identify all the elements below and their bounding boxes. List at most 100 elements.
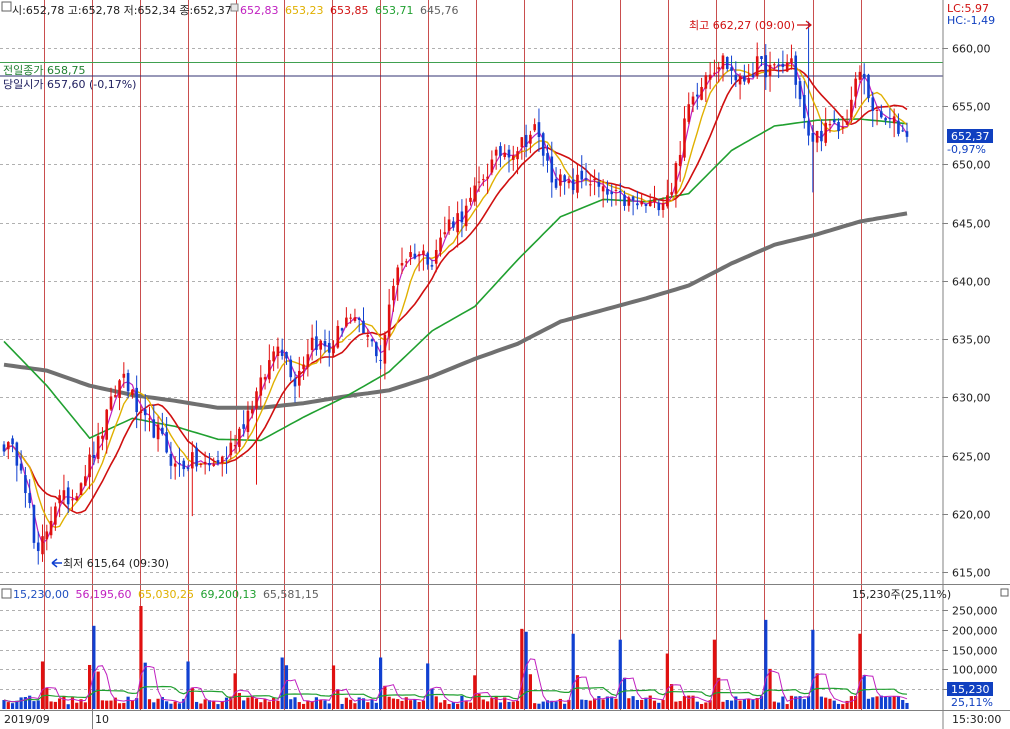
candle[interactable] bbox=[447, 206, 451, 235]
candle[interactable] bbox=[888, 108, 892, 129]
volume-bar[interactable] bbox=[139, 606, 143, 709]
volume-bar[interactable] bbox=[177, 703, 182, 709]
volume-bar[interactable] bbox=[216, 704, 220, 709]
volume-bar[interactable] bbox=[605, 696, 610, 709]
volume-bar[interactable] bbox=[165, 701, 169, 709]
volume-bar[interactable] bbox=[199, 703, 203, 709]
volume-bar[interactable] bbox=[233, 673, 237, 709]
candle[interactable] bbox=[417, 251, 421, 272]
candle[interactable] bbox=[84, 464, 87, 487]
volume-bar[interactable] bbox=[682, 696, 687, 709]
candle[interactable] bbox=[113, 385, 117, 398]
candle[interactable] bbox=[559, 168, 562, 197]
volume-bar[interactable] bbox=[53, 701, 57, 709]
candle[interactable] bbox=[101, 427, 104, 451]
volume-bar[interactable] bbox=[272, 697, 276, 709]
candle[interactable] bbox=[678, 141, 682, 182]
candle[interactable] bbox=[96, 422, 100, 464]
volume-bar[interactable] bbox=[597, 696, 601, 709]
candle[interactable] bbox=[768, 51, 772, 92]
volume-bar[interactable] bbox=[113, 697, 117, 709]
candle[interactable] bbox=[589, 174, 592, 197]
volume-bar[interactable] bbox=[135, 698, 139, 709]
volume-bar[interactable] bbox=[194, 701, 199, 709]
candle[interactable] bbox=[263, 373, 267, 390]
candle[interactable] bbox=[794, 51, 798, 99]
volume-bar[interactable] bbox=[186, 661, 190, 709]
volume-bar[interactable] bbox=[580, 699, 584, 709]
volume-bar[interactable] bbox=[306, 700, 310, 709]
volume-bar[interactable] bbox=[451, 702, 455, 709]
volume-bar[interactable] bbox=[173, 701, 177, 709]
volume-bar[interactable] bbox=[503, 697, 507, 709]
candle[interactable] bbox=[280, 338, 284, 360]
candle[interactable] bbox=[143, 393, 147, 432]
volume-bar[interactable] bbox=[725, 700, 729, 709]
volume-bar[interactable] bbox=[712, 639, 717, 709]
volume-bar[interactable] bbox=[370, 699, 374, 709]
volume-bar[interactable] bbox=[537, 703, 541, 709]
candle[interactable] bbox=[734, 61, 738, 88]
volume-bar[interactable] bbox=[691, 695, 695, 709]
candle[interactable] bbox=[306, 339, 310, 377]
volume-bar[interactable] bbox=[229, 696, 233, 709]
volume-bar[interactable] bbox=[721, 701, 725, 709]
candle[interactable] bbox=[832, 110, 836, 125]
volume-bar[interactable] bbox=[297, 702, 301, 709]
candle[interactable] bbox=[563, 174, 566, 195]
volume-bar[interactable] bbox=[426, 663, 430, 709]
candle[interactable] bbox=[610, 184, 614, 207]
volume-bar[interactable] bbox=[832, 700, 836, 709]
volume-bar[interactable] bbox=[575, 675, 580, 709]
candle[interactable] bbox=[516, 146, 519, 175]
volume-bar[interactable] bbox=[507, 701, 511, 709]
candle[interactable] bbox=[815, 130, 819, 153]
candle[interactable] bbox=[126, 369, 130, 399]
candle[interactable] bbox=[824, 107, 827, 147]
candle[interactable] bbox=[443, 216, 447, 238]
candle[interactable] bbox=[332, 340, 335, 357]
volume-close-icon[interactable] bbox=[1000, 588, 1009, 597]
volume-bar[interactable] bbox=[640, 699, 644, 709]
candle[interactable] bbox=[75, 492, 79, 502]
candle[interactable] bbox=[469, 187, 472, 206]
candle[interactable] bbox=[366, 328, 370, 348]
candle[interactable] bbox=[452, 217, 455, 231]
volume-bar[interactable] bbox=[674, 701, 678, 709]
candle[interactable] bbox=[567, 176, 571, 189]
candle[interactable] bbox=[131, 388, 134, 399]
candle[interactable] bbox=[460, 199, 464, 238]
candle[interactable] bbox=[156, 416, 160, 452]
volume-bar[interactable] bbox=[220, 701, 224, 709]
candle[interactable] bbox=[550, 141, 554, 198]
volume-bar[interactable] bbox=[83, 702, 87, 709]
volume-bar[interactable] bbox=[802, 699, 806, 709]
candle[interactable] bbox=[477, 166, 481, 193]
candle[interactable] bbox=[546, 144, 549, 173]
candle[interactable] bbox=[713, 59, 716, 77]
volume-bar[interactable] bbox=[558, 698, 562, 709]
candle[interactable] bbox=[529, 130, 532, 154]
candle[interactable] bbox=[28, 479, 31, 509]
candle[interactable] bbox=[58, 489, 61, 518]
candle[interactable] bbox=[704, 72, 708, 103]
candle[interactable] bbox=[191, 441, 194, 517]
candle[interactable] bbox=[220, 455, 224, 477]
candle[interactable] bbox=[618, 183, 622, 202]
volume-bar[interactable] bbox=[528, 674, 532, 709]
candle[interactable] bbox=[884, 116, 887, 125]
volume-bar[interactable] bbox=[717, 677, 721, 709]
volume-bar[interactable] bbox=[806, 696, 811, 709]
candle[interactable] bbox=[208, 453, 211, 472]
candle[interactable] bbox=[593, 169, 596, 196]
volume-bar[interactable] bbox=[657, 702, 661, 709]
candle[interactable] bbox=[721, 53, 725, 82]
candle[interactable] bbox=[524, 124, 528, 158]
volume-bar[interactable] bbox=[353, 703, 357, 709]
volume-bar[interactable] bbox=[383, 685, 387, 709]
volume-bar[interactable] bbox=[280, 657, 284, 710]
volume-bar[interactable] bbox=[550, 700, 554, 709]
volume-bar[interactable] bbox=[545, 700, 550, 709]
volume-bar[interactable] bbox=[648, 695, 652, 709]
candle[interactable] bbox=[340, 327, 344, 337]
